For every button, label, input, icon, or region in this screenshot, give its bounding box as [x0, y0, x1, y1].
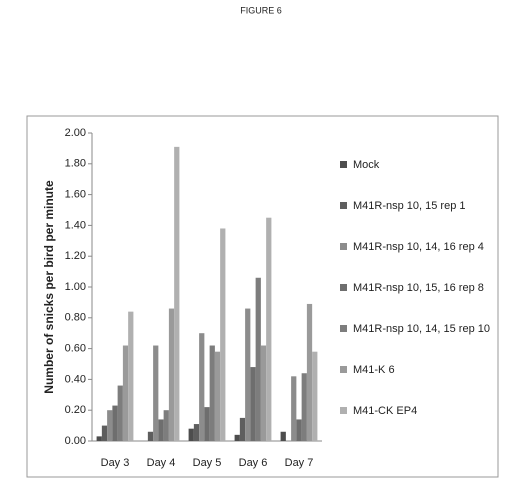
bar: [214, 351, 221, 441]
x-tick-label: Day 4: [147, 457, 176, 469]
bar: [291, 376, 297, 441]
x-tick-label: Day 7: [285, 457, 314, 469]
x-tick-label: Day 3: [101, 457, 130, 469]
y-tick-label: 0.80: [65, 312, 86, 324]
bar: [280, 431, 286, 441]
bar: [266, 217, 272, 441]
legend-item: M41-K 6: [340, 362, 490, 378]
x-tick-label: Day 6: [239, 457, 268, 469]
y-tick-label: 1.80: [65, 158, 86, 170]
y-tick-label: 2.00: [65, 127, 86, 139]
bar: [153, 345, 159, 441]
legend-label: M41-CK EP4: [353, 405, 418, 417]
x-tick-label: Day 5: [193, 457, 222, 469]
legend-label: M41R-nsp 10, 15 rep 1: [353, 200, 466, 212]
bar: [255, 277, 261, 441]
legend-swatch: [340, 407, 347, 414]
bar: [122, 345, 129, 441]
legend-item: M41R-nsp 10, 14, 16 rep 4: [340, 239, 490, 255]
y-tick-label: 1.60: [65, 189, 86, 201]
bar: [245, 308, 251, 441]
legend-label: M41R-nsp 10, 14, 15 rep 10: [353, 323, 490, 335]
bar: [250, 367, 256, 441]
legend-item: M41R-nsp 10, 15 rep 1: [340, 198, 490, 214]
bar: [220, 228, 226, 441]
bar: [168, 308, 175, 441]
bar: [158, 419, 164, 441]
y-tick-label: 0.40: [65, 373, 86, 385]
bar: [199, 333, 205, 441]
legend-label: M41-K 6: [353, 364, 395, 376]
y-tick-label: 0.20: [65, 404, 86, 416]
bar: [174, 146, 180, 442]
bar: [204, 407, 210, 441]
bar: [96, 436, 102, 441]
y-tick-label: 0.60: [65, 343, 86, 355]
y-tick-label: 1.00: [65, 281, 86, 293]
chart-title: FIGURE 6: [240, 5, 282, 15]
y-tick-label: 0.00: [65, 435, 86, 447]
bar: [163, 410, 169, 441]
legend-swatch: [340, 202, 347, 209]
legend-item: Mock: [340, 157, 490, 173]
legend-item: M41-CK EP4: [340, 403, 490, 419]
y-axis-label: Number of snicks per bird per minute: [42, 180, 56, 394]
legend-label: M41R-nsp 10, 15, 16 rep 8: [353, 282, 484, 294]
bar: [101, 425, 108, 441]
bar: [301, 373, 307, 441]
legend-swatch: [340, 161, 347, 168]
legend-label: Mock: [353, 159, 380, 171]
bar: [260, 345, 267, 441]
bar: [234, 434, 240, 441]
legend-swatch: [340, 325, 347, 332]
bar: [193, 424, 200, 441]
y-tick-label: 1.40: [65, 219, 86, 231]
legend-swatch: [340, 284, 347, 291]
legend-item: M41R-nsp 10, 14, 15 rep 10: [340, 321, 490, 337]
bar: [112, 405, 118, 441]
bar: [147, 431, 154, 441]
bar: [107, 410, 113, 441]
legend-item: M41R-nsp 10, 15, 16 rep 8: [340, 280, 490, 296]
bar: [128, 311, 134, 441]
legend-swatch: [340, 243, 347, 250]
bar: [312, 351, 318, 441]
bar: [306, 303, 313, 441]
bar: [117, 385, 123, 441]
y-tick-label: 1.20: [65, 250, 86, 262]
bar: [296, 419, 302, 441]
bar: [209, 345, 215, 441]
chart-border: [26, 115, 499, 478]
legend-swatch: [340, 366, 347, 373]
bar: [239, 417, 246, 441]
bar: [188, 428, 194, 441]
legend-label: M41R-nsp 10, 14, 16 rep 4: [353, 241, 484, 253]
